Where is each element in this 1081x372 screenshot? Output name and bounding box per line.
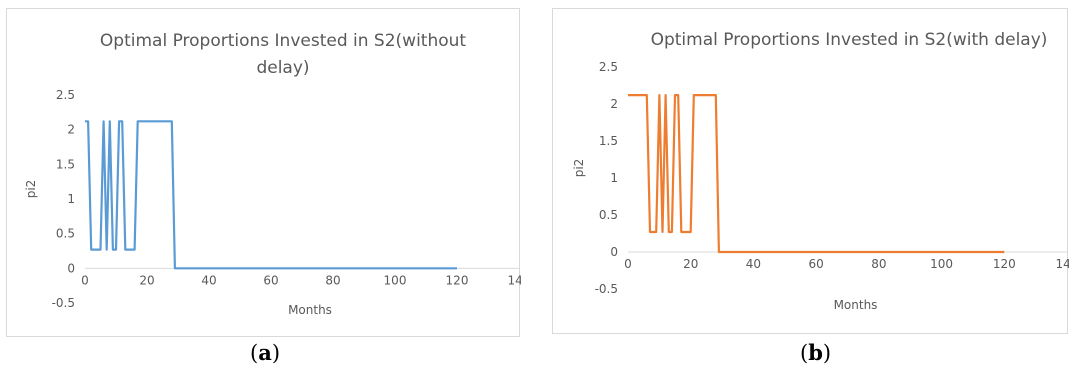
y-tick-label: 1.5 bbox=[599, 134, 618, 148]
x-tick-label: 80 bbox=[325, 273, 340, 287]
x-tick-label: 140 bbox=[508, 273, 521, 287]
chart-panel-a: Optimal Proportions Invested in S2(witho… bbox=[6, 8, 521, 337]
y-tick-label: 0.5 bbox=[599, 208, 618, 222]
caption-a: (a) bbox=[250, 340, 281, 365]
x-tick-label: 20 bbox=[683, 257, 698, 271]
y-axis-title: pi2 bbox=[572, 159, 586, 178]
y-tick-label: 2 bbox=[610, 97, 618, 111]
y-tick-label: 0.5 bbox=[56, 227, 75, 241]
y-tick-label: -0.5 bbox=[595, 282, 618, 296]
chart-title-line: delay) bbox=[256, 58, 309, 78]
y-tick-label: 0 bbox=[610, 245, 618, 259]
y-tick-label: 2.5 bbox=[599, 60, 618, 74]
chart-b-svg: Optimal Proportions Invested in S2(with … bbox=[572, 30, 1069, 312]
caption-b: (b) bbox=[800, 340, 832, 365]
x-tick-label: 60 bbox=[263, 273, 278, 287]
x-tick-label: 140 bbox=[1056, 257, 1069, 271]
y-tick-label: 0 bbox=[67, 261, 75, 275]
x-axis-title: Months bbox=[834, 298, 878, 312]
y-tick-label: 1.5 bbox=[56, 157, 75, 171]
y-tick-label: -0.5 bbox=[52, 296, 75, 310]
y-tick-label: 1 bbox=[610, 171, 618, 185]
chart-title-line: Optimal Proportions Invested in S2(witho… bbox=[100, 31, 467, 51]
x-tick-label: 100 bbox=[930, 257, 953, 271]
x-tick-label: 40 bbox=[201, 273, 216, 287]
x-tick-label: 40 bbox=[746, 257, 761, 271]
x-tick-label: 120 bbox=[993, 257, 1016, 271]
series-line bbox=[85, 120, 457, 270]
x-tick-label: 80 bbox=[871, 257, 886, 271]
x-tick-label: 0 bbox=[624, 257, 632, 271]
x-tick-label: 120 bbox=[446, 273, 469, 287]
y-axis-title: pi2 bbox=[24, 180, 38, 199]
chart-title-line: Optimal Proportions Invested in S2(with … bbox=[651, 30, 1048, 50]
chart-panel-b: Optimal Proportions Invested in S2(with … bbox=[552, 8, 1069, 334]
x-tick-label: 60 bbox=[809, 257, 824, 271]
y-tick-label: 2.5 bbox=[56, 88, 75, 102]
x-tick-label: 0 bbox=[81, 273, 89, 287]
x-tick-label: 20 bbox=[139, 273, 154, 287]
series-line bbox=[628, 93, 1005, 254]
y-tick-label: 1 bbox=[67, 192, 75, 206]
x-tick-label: 100 bbox=[384, 273, 407, 287]
x-axis-title: Months bbox=[288, 303, 332, 317]
chart-a-svg: Optimal Proportions Invested in S2(witho… bbox=[24, 31, 521, 317]
y-tick-label: 2 bbox=[67, 123, 75, 137]
